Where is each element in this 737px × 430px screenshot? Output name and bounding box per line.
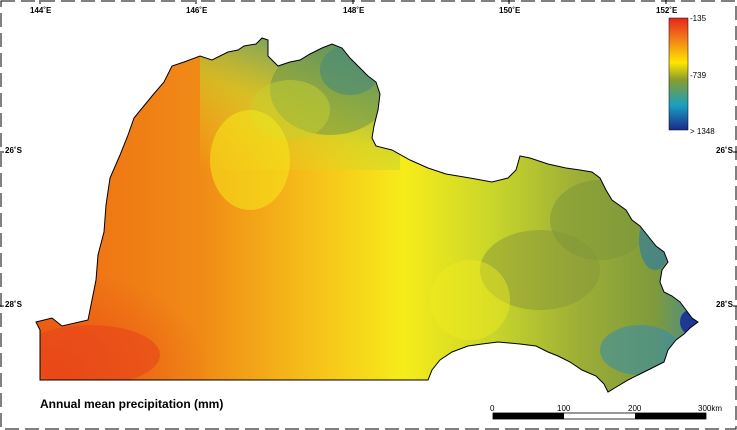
lon-label-150: 150˚E bbox=[499, 6, 521, 15]
legend-label-mid: -739 bbox=[690, 71, 707, 80]
lon-label-146: 146˚E bbox=[186, 6, 208, 15]
scale-label-300: 300km bbox=[698, 404, 723, 413]
longitude-ticks bbox=[0, 0, 737, 307]
lat-label-28-left: 28˚S bbox=[5, 300, 22, 309]
scale-label-0: 0 bbox=[490, 404, 495, 413]
map-title: Annual mean precipitation (mm) bbox=[40, 397, 224, 411]
lat-label-26-left: 26˚S bbox=[5, 146, 22, 155]
lat-label-28-right: 28˚S bbox=[716, 300, 733, 309]
lat-label-26-right: 26˚S bbox=[716, 146, 733, 155]
lon-label-152: 152˚E bbox=[656, 6, 678, 15]
scale-label-100: 100 bbox=[557, 404, 571, 413]
legend-label-max: > 1348 bbox=[690, 127, 715, 136]
precipitation-surface bbox=[36, 38, 698, 392]
lon-label-144: 144˚E bbox=[30, 6, 52, 15]
lon-label-148: 148˚E bbox=[343, 6, 365, 15]
scale-bar bbox=[492, 412, 707, 420]
scale-label-200: 200 bbox=[628, 404, 642, 413]
legend-colorbar bbox=[668, 17, 689, 131]
legend-label-min: -135 bbox=[690, 14, 707, 23]
